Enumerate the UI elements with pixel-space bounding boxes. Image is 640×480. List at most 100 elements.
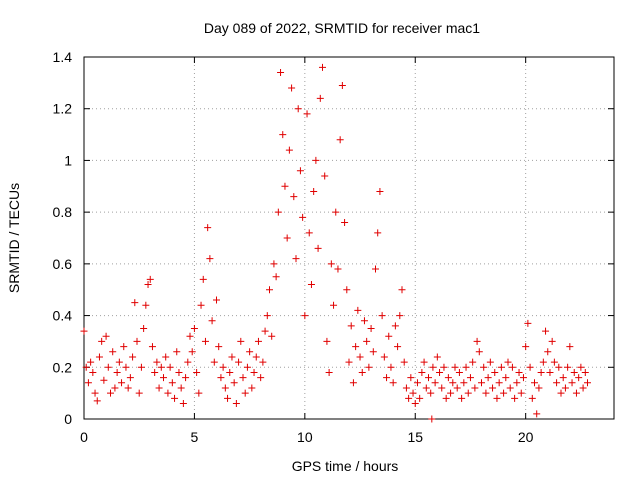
data-point [288, 84, 296, 92]
axis-ticks: 0 0.2 0.4 0.6 0.8 1 1.2 1.4 0 5 10 15 20 [53, 49, 614, 445]
data-point [232, 399, 240, 407]
data-point [455, 368, 463, 376]
data-point [133, 337, 141, 345]
data-point [113, 368, 121, 376]
data-point [409, 389, 417, 397]
data-point [533, 410, 541, 418]
x-tick-label: 10 [297, 429, 313, 445]
data-point [261, 327, 269, 335]
data-point [411, 399, 419, 407]
data-point [120, 343, 128, 351]
y-tick-label: 1.2 [53, 101, 73, 117]
data-point [129, 353, 137, 361]
chart-title: Day 089 of 2022, SRMTID for receiver mac… [204, 20, 480, 36]
data-point [438, 384, 446, 392]
data-point [422, 384, 430, 392]
data-point [460, 379, 468, 387]
data-point [272, 273, 280, 281]
data-point [442, 394, 450, 402]
data-point [118, 379, 126, 387]
data-point [290, 193, 298, 201]
x-tick-label: 15 [407, 429, 423, 445]
data-point [292, 255, 300, 263]
data-points [80, 63, 591, 423]
data-point [555, 363, 563, 371]
data-point [217, 374, 225, 382]
data-point [524, 319, 532, 327]
data-point [568, 379, 576, 387]
data-point [396, 312, 404, 320]
data-point [206, 255, 214, 263]
data-point [179, 399, 187, 407]
data-point [157, 363, 165, 371]
data-point [343, 286, 351, 294]
data-point [314, 244, 322, 252]
data-point [279, 131, 287, 139]
data-point [252, 353, 260, 361]
data-point [204, 224, 212, 232]
data-point [462, 363, 470, 371]
data-point [506, 384, 514, 392]
data-point [109, 348, 117, 356]
data-point [356, 353, 364, 361]
y-tick-label: 0.2 [53, 359, 73, 375]
data-point [478, 379, 485, 387]
data-point [360, 317, 368, 325]
data-point [87, 358, 95, 366]
data-point [84, 379, 92, 387]
data-point [332, 208, 340, 216]
x-tick-label: 0 [80, 429, 88, 445]
data-point [531, 379, 538, 387]
data-point [500, 389, 508, 397]
data-point [537, 368, 545, 376]
data-point [564, 363, 572, 371]
data-point [164, 389, 172, 397]
y-tick-label: 0 [64, 411, 72, 427]
y-tick-label: 1.4 [53, 49, 73, 65]
data-point [153, 358, 161, 366]
data-point [312, 156, 320, 164]
data-point [367, 325, 375, 332]
data-point [378, 312, 386, 320]
data-point [82, 363, 90, 371]
data-point [581, 368, 589, 376]
data-point [135, 389, 143, 397]
data-point [352, 343, 360, 351]
data-point [497, 363, 505, 371]
data-point [281, 182, 289, 190]
data-point [230, 379, 238, 387]
data-point [354, 306, 362, 314]
data-point [140, 325, 148, 332]
data-point [228, 353, 236, 361]
data-point [358, 368, 366, 376]
data-point [257, 374, 265, 382]
data-point [210, 358, 218, 366]
data-point [572, 389, 580, 397]
data-point [486, 358, 494, 366]
data-point [427, 389, 435, 397]
data-point [330, 301, 338, 309]
data-point [305, 229, 313, 237]
data-point [299, 213, 307, 221]
data-point [376, 187, 384, 195]
data-point [369, 348, 377, 356]
data-point [102, 332, 110, 340]
data-point [416, 394, 424, 402]
data-point [124, 384, 132, 392]
data-point [188, 348, 196, 356]
data-point [526, 363, 534, 371]
data-point [402, 384, 410, 392]
data-point [177, 384, 185, 392]
data-point [259, 358, 267, 366]
data-point [517, 389, 525, 397]
data-point [323, 337, 331, 345]
data-point [89, 368, 97, 376]
data-point [513, 379, 521, 387]
data-point [515, 368, 523, 376]
data-point [385, 332, 393, 340]
data-point [458, 394, 466, 402]
data-point [285, 146, 293, 154]
y-tick-label: 0.4 [53, 308, 73, 324]
data-point [482, 389, 490, 397]
data-point [504, 358, 512, 366]
